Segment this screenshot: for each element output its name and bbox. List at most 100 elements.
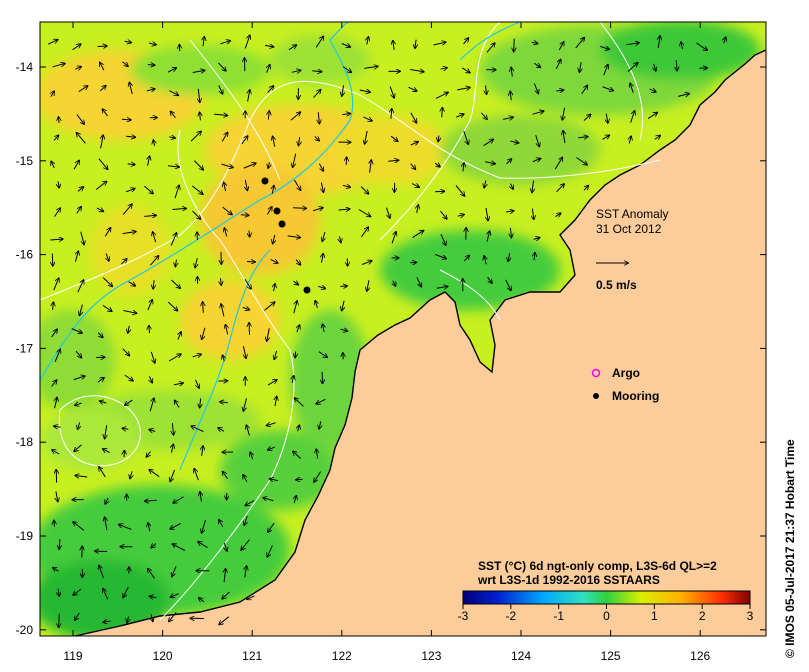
current-arrow bbox=[122, 428, 129, 429]
current-arrow bbox=[51, 329, 57, 338]
current-arrow bbox=[223, 472, 229, 480]
current-arrow bbox=[602, 86, 614, 91]
current-arrow bbox=[223, 355, 225, 362]
current-arrow bbox=[678, 94, 689, 97]
y-tick-label: -20 bbox=[16, 623, 34, 637]
current-arrow bbox=[101, 135, 104, 149]
current-arrow bbox=[202, 446, 204, 456]
current-arrow bbox=[53, 568, 59, 572]
x-tick-label: 123 bbox=[421, 649, 441, 663]
current-arrow bbox=[148, 523, 150, 532]
current-arrow bbox=[322, 254, 324, 263]
current-arrow bbox=[293, 208, 306, 209]
current-arrow bbox=[144, 215, 156, 216]
sst-anomaly-field bbox=[40, 22, 760, 636]
current-arrow bbox=[98, 158, 108, 170]
current-arrow bbox=[267, 65, 270, 73]
current-arrow bbox=[244, 35, 250, 49]
current-arrow bbox=[312, 71, 321, 72]
current-arrow bbox=[222, 206, 232, 214]
argo-legend-label: Argo bbox=[612, 366, 640, 380]
current-arrow bbox=[390, 135, 398, 141]
current-arrow bbox=[172, 208, 186, 209]
current-arrow bbox=[272, 186, 274, 194]
current-arrow bbox=[533, 83, 538, 93]
current-arrow bbox=[146, 89, 155, 91]
current-arrow bbox=[95, 181, 107, 190]
mooring-marker bbox=[273, 207, 281, 215]
current-arrow bbox=[75, 476, 88, 478]
current-arrow bbox=[54, 208, 61, 217]
x-axis: 119 120 121 122 123 124 125 126 bbox=[63, 22, 711, 663]
current-arrow bbox=[267, 86, 274, 93]
current-arrow bbox=[150, 596, 157, 598]
current-arrow bbox=[315, 36, 323, 48]
colorbar-caption-line2: wrt L3S-1d 1992-2016 SSTAARS bbox=[477, 573, 660, 587]
current-arrow bbox=[103, 449, 110, 453]
current-arrow bbox=[105, 517, 107, 531]
current-arrow bbox=[681, 42, 683, 50]
current-arrow bbox=[410, 163, 416, 170]
current-arrow bbox=[506, 159, 512, 165]
current-arrow bbox=[220, 278, 221, 285]
current-arrow bbox=[243, 398, 247, 411]
current-arrow bbox=[558, 42, 563, 51]
current-arrow bbox=[388, 160, 398, 161]
current-arrow bbox=[341, 43, 351, 48]
current-arrow bbox=[416, 277, 421, 286]
current-arrow bbox=[502, 117, 513, 119]
current-arrow bbox=[247, 596, 255, 599]
current-arrow bbox=[505, 211, 514, 212]
current-arrow bbox=[192, 354, 201, 357]
current-arrow bbox=[274, 284, 275, 292]
current-arrow bbox=[224, 228, 226, 237]
current-arrow bbox=[149, 326, 150, 334]
colorbar-tick-label: 0 bbox=[603, 609, 610, 623]
current-arrow bbox=[244, 515, 247, 525]
y-tick-label: -18 bbox=[16, 435, 34, 449]
current-arrow bbox=[364, 66, 378, 68]
current-arrow bbox=[192, 210, 201, 219]
current-arrow bbox=[127, 164, 135, 165]
current-arrow bbox=[52, 450, 60, 455]
current-arrow bbox=[556, 184, 565, 193]
current-arrow bbox=[169, 90, 178, 96]
colorbar-tick-label: 2 bbox=[699, 609, 706, 623]
current-vector-field bbox=[47, 35, 726, 627]
current-arrow bbox=[555, 60, 560, 70]
current-arrow bbox=[52, 64, 65, 68]
current-arrow bbox=[581, 86, 588, 95]
current-arrow bbox=[73, 588, 82, 595]
current-arrow bbox=[169, 137, 175, 138]
land-mass bbox=[75, 22, 766, 636]
current-arrow bbox=[274, 350, 276, 359]
current-arrow bbox=[321, 182, 323, 193]
current-arrow bbox=[203, 302, 204, 313]
current-arrow bbox=[268, 522, 275, 532]
current-arrow bbox=[532, 208, 533, 220]
current-arrow bbox=[649, 89, 656, 92]
current-arrow bbox=[463, 130, 469, 144]
current-arrow bbox=[75, 67, 81, 70]
current-arrow bbox=[264, 45, 274, 47]
current-arrow bbox=[438, 135, 439, 142]
current-arrow bbox=[175, 259, 176, 267]
current-arrow bbox=[123, 311, 136, 314]
current-arrow bbox=[391, 109, 392, 119]
colorbar-tick-label: -1 bbox=[553, 609, 564, 623]
current-arrow bbox=[360, 227, 368, 238]
current-arrow bbox=[192, 70, 205, 72]
current-arrow bbox=[224, 542, 227, 551]
current-arrow bbox=[363, 116, 372, 121]
current-arrow bbox=[602, 135, 610, 140]
current-arrow bbox=[221, 132, 227, 142]
current-arrow bbox=[273, 234, 275, 244]
current-arrow bbox=[199, 598, 205, 602]
current-arrow bbox=[360, 186, 368, 194]
current-arrow bbox=[119, 525, 132, 530]
colorbar bbox=[462, 590, 751, 605]
current-arrow bbox=[293, 451, 302, 459]
current-arrow bbox=[248, 90, 250, 102]
current-arrow bbox=[167, 166, 179, 167]
current-arrow bbox=[510, 91, 511, 101]
